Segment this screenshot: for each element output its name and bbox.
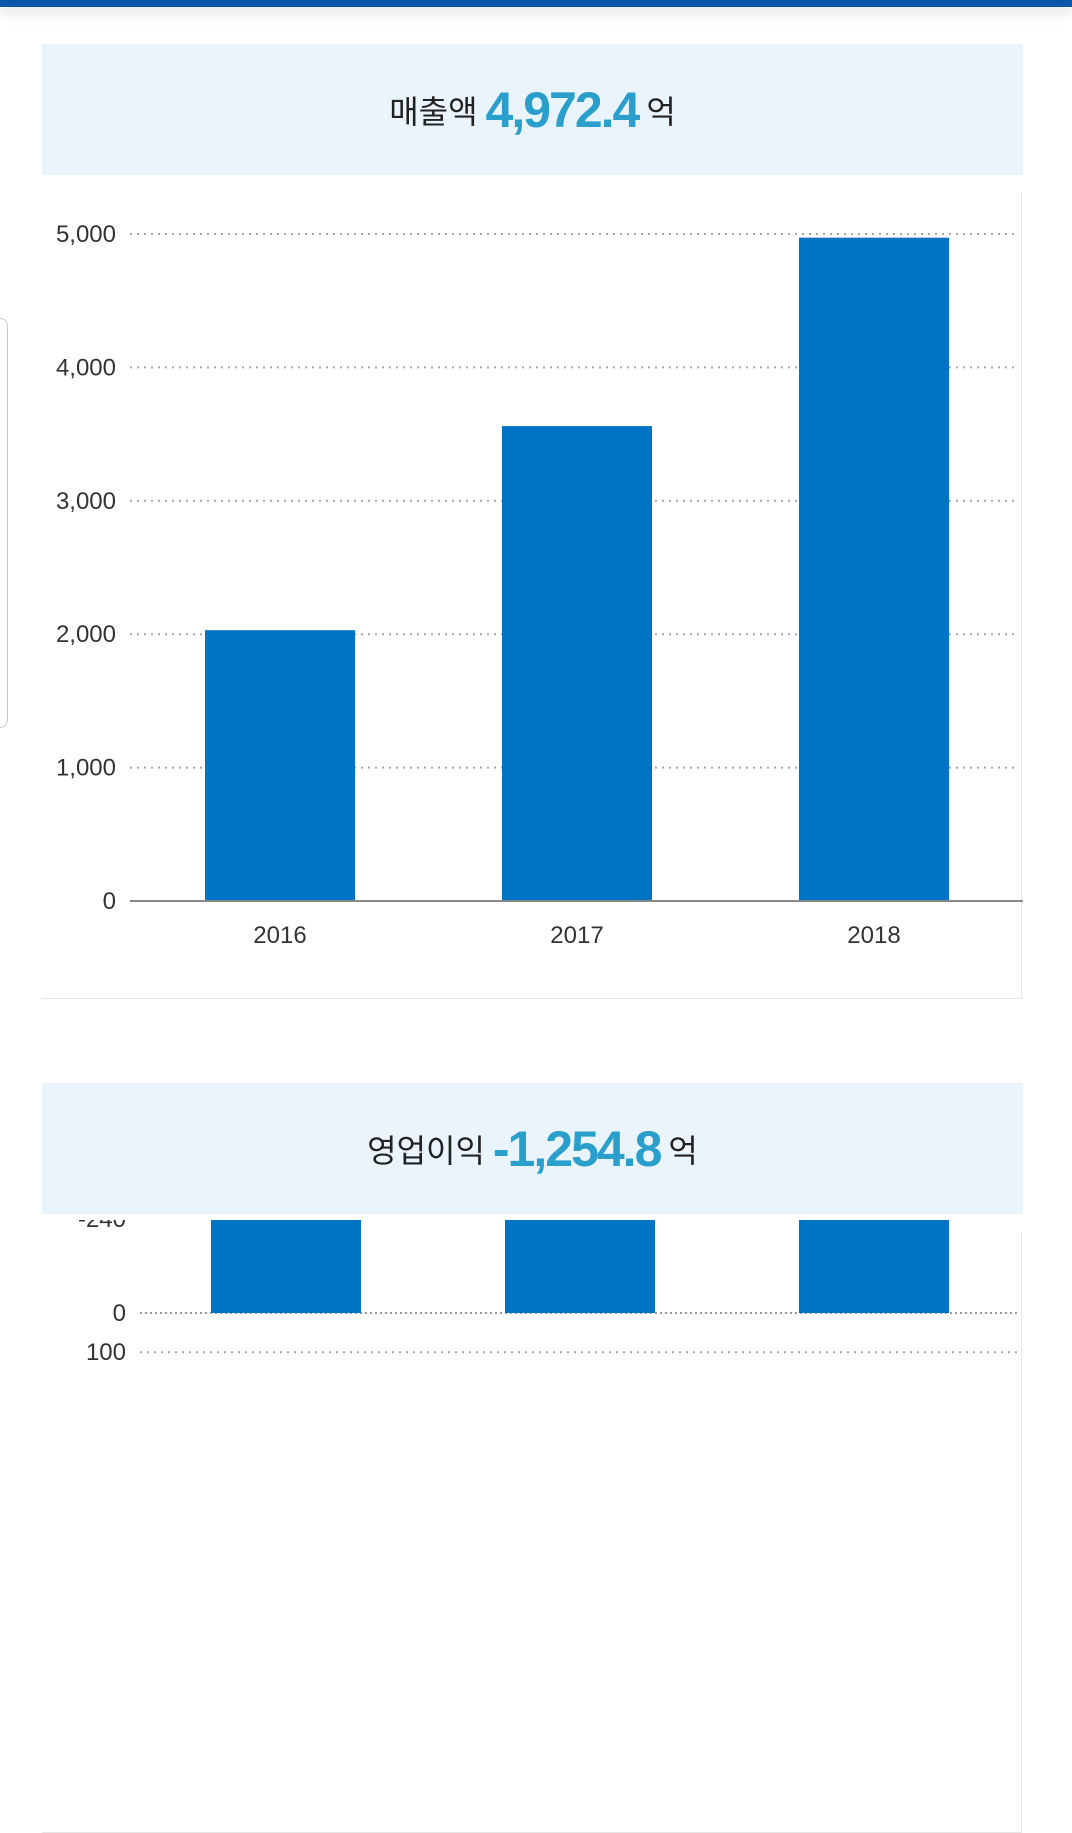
operating-profit-value: -1,254.8 (492, 1120, 662, 1177)
y-tick-label: 2,000 (56, 621, 116, 648)
side-drawer-handle[interactable] (0, 318, 8, 728)
operating-profit-unit: 억 (668, 1132, 698, 1169)
top-bar (0, 0, 1072, 7)
x-tick-label: 2016 (253, 922, 306, 949)
bar-2016 (205, 630, 355, 901)
bar-2018 (799, 1220, 949, 1313)
operating-profit-label: 영업이익 (367, 1132, 485, 1169)
x-tick-label: 2017 (550, 922, 603, 949)
operating-profit-header: 영업이익 -1,254.8 억 (42, 1083, 1023, 1214)
y-tick-label: 1,000 (56, 755, 116, 782)
y-tick-label: 4,000 (56, 354, 116, 381)
revenue-label: 매출액 (389, 93, 478, 130)
x-tick-label: 2018 (847, 922, 900, 949)
revenue-chart: 0 1,000 2,000 3,000 4,000 5,000 2016 2017 2018 (42, 180, 1023, 1000)
revenue-unit: 억 (646, 93, 676, 130)
revenue-value: 4,972.4 (485, 81, 641, 138)
revenue-chart-frame (42, 192, 1022, 999)
y-tick-label: 3,000 (56, 488, 116, 515)
y-tick-label: -240 (78, 1220, 126, 1233)
y-tick-label: 0 (103, 888, 116, 915)
y-tick-label: 5,000 (56, 221, 116, 248)
bar-2018 (799, 237, 949, 902)
bar-2017 (505, 1220, 655, 1313)
y-tick-label: 100 (86, 1339, 126, 1366)
bar-2017 (502, 426, 652, 901)
y-tick-label: 0 (113, 1300, 126, 1327)
revenue-chart-svg: 0 1,000 2,000 3,000 4,000 5,000 2016 2017 2018 (56, 221, 1023, 949)
bar-2016 (211, 1220, 361, 1313)
revenue-header: 매출액 4,972.4 억 (42, 44, 1023, 175)
